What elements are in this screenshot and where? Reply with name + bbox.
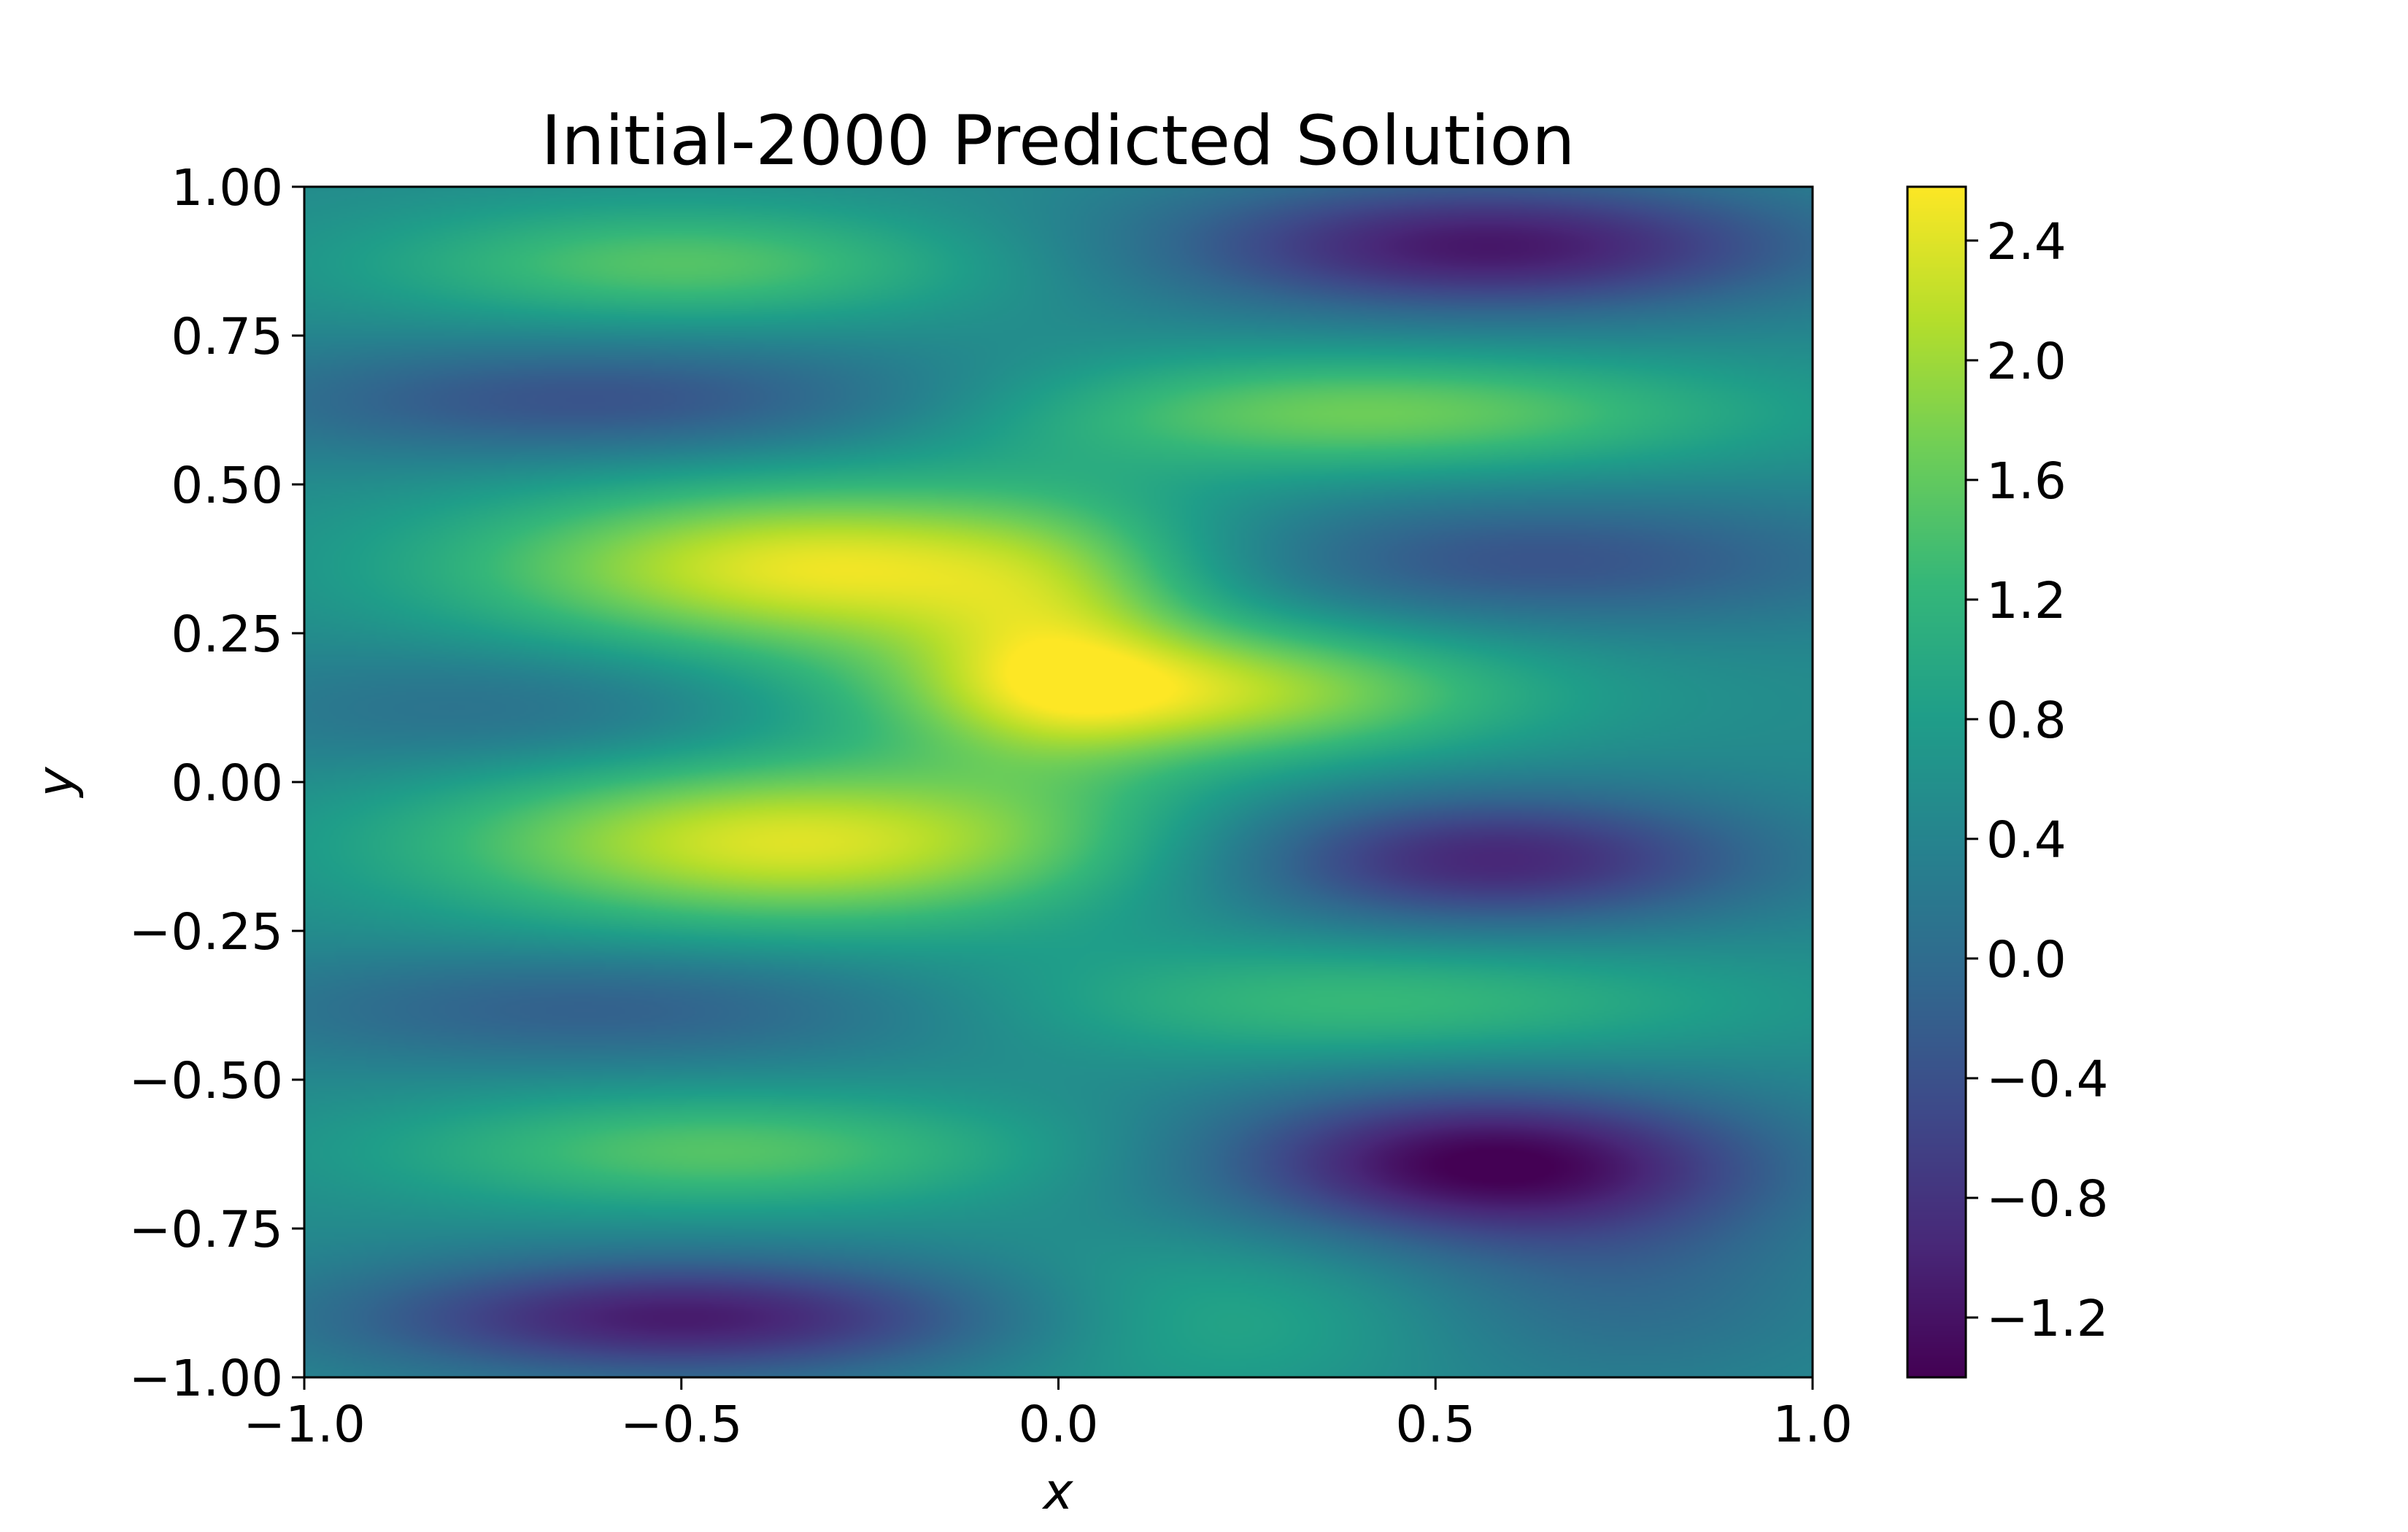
y-tick-label: −0.75 bbox=[129, 1201, 283, 1259]
x-tick-label: 0.0 bbox=[1019, 1396, 1099, 1454]
y-tick-label: −0.25 bbox=[129, 903, 283, 962]
colorbar-tick-label: 1.6 bbox=[1986, 452, 2067, 511]
colorbar-tick-label: 2.4 bbox=[1986, 213, 2067, 271]
colorbar-tick-label: 2.0 bbox=[1986, 333, 2067, 391]
y-tick-label: 0.75 bbox=[171, 308, 283, 366]
colorbar-tick-label: −0.8 bbox=[1986, 1170, 2109, 1229]
y-tick-label: 1.00 bbox=[171, 159, 283, 217]
colorbar-gradient bbox=[1907, 187, 1966, 1377]
x-axis: −1.0 −0.5 0.0 0.5 1.0 bbox=[243, 1377, 1853, 1454]
y-axis: −1.00 −0.75 −0.50 −0.25 0.00 0.25 0.50 0.75 1.00 bbox=[129, 159, 304, 1408]
plot-frame bbox=[303, 185, 1814, 1379]
x-tick-label: −1.0 bbox=[243, 1396, 366, 1454]
colorbar-tick-label: −0.4 bbox=[1986, 1051, 2109, 1109]
colorbar-tick-label: 0.0 bbox=[1986, 931, 2067, 989]
heatmap-image bbox=[304, 187, 1813, 1377]
colorbar-tick-label: −1.2 bbox=[1986, 1290, 2109, 1348]
colorbar-tick-label: 0.8 bbox=[1986, 692, 2067, 750]
colorbar-frame bbox=[1906, 185, 1967, 1379]
x-axis-label: x bbox=[1042, 1463, 1074, 1521]
x-tick-label: 0.5 bbox=[1395, 1396, 1475, 1454]
y-axis-label: y bbox=[27, 766, 85, 798]
y-tick-label: 0.50 bbox=[171, 457, 283, 515]
x-tick-label: −0.5 bbox=[620, 1396, 743, 1454]
y-tick-label: −0.50 bbox=[129, 1052, 283, 1110]
colorbar-tick-label: 0.4 bbox=[1986, 811, 2067, 870]
y-tick-label: 0.00 bbox=[171, 754, 283, 813]
y-tick-label: 0.25 bbox=[171, 606, 283, 664]
y-tick-label: −1.00 bbox=[129, 1350, 283, 1408]
colorbar-tick-label: 1.2 bbox=[1986, 572, 2067, 630]
x-tick-label: 1.0 bbox=[1772, 1396, 1853, 1454]
colorbar-axis: −1.2 −0.8 −0.4 0.0 0.4 0.8 1.2 1.6 2.0 2.4 bbox=[1966, 213, 2109, 1348]
chart-title: Initial-2000 Predicted Solution bbox=[541, 101, 1575, 181]
